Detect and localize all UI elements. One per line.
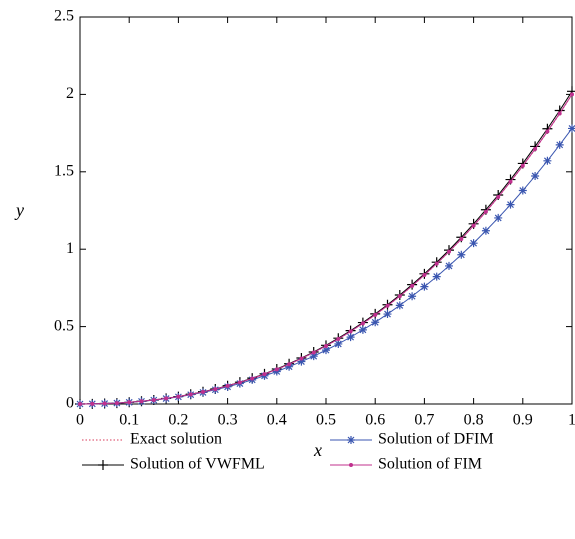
marker	[570, 92, 574, 97]
marker	[90, 401, 95, 406]
marker	[348, 329, 353, 334]
marker	[237, 380, 242, 385]
marker	[408, 292, 417, 301]
series-line	[79, 91, 573, 405]
x-tick-label: 0.3	[218, 412, 238, 429]
marker	[483, 209, 488, 214]
y-tick-label: 1	[66, 240, 74, 257]
marker	[481, 226, 490, 235]
series-line	[79, 94, 573, 405]
marker	[410, 283, 415, 288]
marker	[114, 401, 119, 406]
x-axis-label: x	[313, 440, 322, 460]
series-line	[79, 128, 573, 405]
x-tick-label: 0.6	[365, 412, 385, 429]
marker	[557, 111, 562, 116]
y-tick-label: 0	[66, 395, 74, 412]
marker	[274, 367, 279, 372]
marker	[459, 236, 464, 241]
marker	[262, 372, 267, 377]
marker	[311, 350, 316, 355]
marker	[457, 250, 466, 259]
marker	[201, 389, 205, 394]
marker	[360, 321, 365, 326]
x-tick-label: 1	[568, 412, 575, 429]
marker	[176, 394, 181, 399]
marker	[102, 401, 107, 406]
legend-marker	[349, 463, 353, 467]
marker	[545, 129, 550, 134]
x-tick-label: 0.8	[464, 412, 484, 429]
y-axis-label: y	[14, 200, 24, 220]
marker	[434, 261, 439, 266]
marker	[395, 301, 404, 310]
marker	[336, 336, 341, 341]
marker	[309, 352, 318, 361]
marker	[520, 163, 525, 168]
marker	[568, 124, 575, 133]
marker	[383, 310, 392, 319]
x-tick-label: 0.4	[267, 412, 287, 429]
legend-label: Solution of DFIM	[378, 431, 494, 448]
marker	[78, 402, 82, 406]
marker	[543, 156, 552, 165]
marker	[358, 325, 367, 334]
x-tick-label: 0.2	[168, 412, 188, 429]
marker	[447, 249, 451, 254]
marker	[322, 346, 330, 355]
marker	[555, 140, 564, 149]
x-tick-label: 0.9	[513, 412, 533, 429]
marker	[225, 383, 230, 388]
marker	[285, 362, 294, 371]
marker	[385, 303, 390, 308]
x-tick-label: 0.1	[119, 412, 139, 429]
y-tick-label: 2.5	[54, 8, 74, 25]
marker	[139, 399, 144, 404]
marker	[469, 239, 478, 248]
y-tick-label: 0.5	[54, 317, 74, 334]
marker	[334, 339, 343, 348]
marker	[188, 392, 193, 397]
legend-marker	[347, 436, 355, 444]
marker	[494, 213, 503, 222]
marker	[518, 186, 527, 195]
marker	[127, 400, 132, 405]
marker	[297, 357, 306, 366]
marker	[299, 356, 304, 361]
x-tick-label: 0.5	[316, 412, 336, 429]
marker	[371, 318, 380, 327]
marker	[373, 312, 378, 317]
marker	[422, 273, 427, 278]
marker	[346, 333, 355, 342]
marker	[506, 200, 515, 209]
marker	[508, 179, 513, 184]
marker	[445, 261, 453, 270]
marker	[213, 387, 218, 392]
legend-marker	[98, 460, 108, 470]
marker	[250, 376, 255, 381]
marker	[272, 367, 281, 376]
x-tick-label: 0.7	[414, 412, 434, 429]
marker	[533, 147, 538, 152]
marker	[531, 171, 540, 180]
marker	[420, 282, 429, 291]
marker	[287, 362, 292, 367]
legend-label: Solution of FIM	[378, 456, 482, 473]
marker	[496, 195, 501, 200]
marker	[151, 397, 156, 402]
legend-label: Solution of VWFML	[130, 456, 265, 473]
marker	[432, 272, 441, 281]
series-line	[79, 94, 573, 405]
marker	[471, 223, 476, 228]
y-tick-label: 1.5	[54, 162, 74, 179]
x-tick-label: 0	[76, 412, 84, 429]
y-tick-label: 2	[66, 85, 74, 102]
legend-label: Exact solution	[130, 431, 222, 448]
marker	[164, 396, 169, 401]
marker	[324, 343, 328, 348]
marker	[397, 294, 402, 299]
